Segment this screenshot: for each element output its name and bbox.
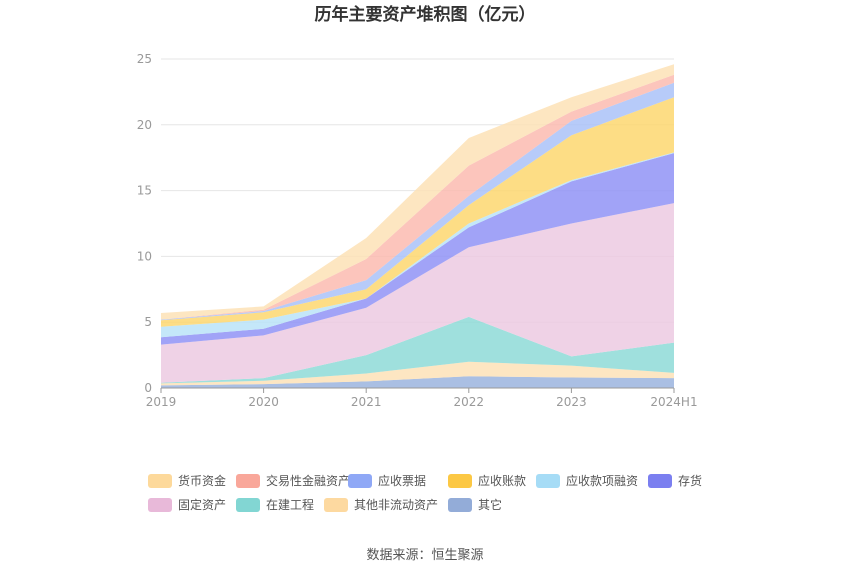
area-series-3: [161, 203, 674, 383]
legend-swatch: [236, 498, 260, 512]
area-series-6: [161, 97, 674, 327]
y-tick-label: 25: [137, 52, 152, 66]
axes: 0 5 10 15 20 25 2019 2020 2021 2022 2023 2024H1: [137, 52, 698, 409]
legend-swatch: [324, 498, 348, 512]
legend-label: 固定资产: [178, 497, 226, 512]
y-tick-label: 5: [144, 315, 152, 329]
legend-swatch: [348, 474, 372, 488]
legend-label: 应收票据: [378, 473, 426, 488]
area-series-4: [161, 153, 674, 345]
area-series-2: [161, 316, 674, 384]
x-tick-label: 2023: [556, 395, 587, 409]
area-series-1: [161, 361, 674, 386]
legend-swatch: [448, 498, 472, 512]
x-tick-label: 2022: [454, 395, 485, 409]
legend-item[interactable]: 应收款项融资: [536, 473, 638, 488]
x-tick-label: 2021: [351, 395, 382, 409]
y-tick-label: 10: [137, 249, 152, 263]
legend-label: 交易性金融资产: [266, 473, 350, 488]
legend-item[interactable]: 交易性金融资产: [236, 473, 350, 488]
legend-item[interactable]: 固定资产: [148, 497, 226, 512]
area-series-9: [161, 64, 674, 320]
source-note: 数据来源：恒生聚源: [366, 548, 483, 563]
y-tick-label: 0: [144, 381, 152, 395]
legend-label: 应收款项融资: [566, 473, 638, 488]
legend-item[interactable]: 应收账款: [448, 473, 526, 488]
area-series-0: [161, 376, 674, 388]
y-tick-label: 15: [137, 184, 152, 198]
legend-item[interactable]: 应收票据: [348, 473, 426, 488]
legend-swatch: [536, 474, 560, 488]
legend-label: 在建工程: [266, 497, 314, 512]
legend-swatch: [148, 474, 172, 488]
legend-label: 货币资金: [178, 473, 226, 488]
legend-swatch: [648, 474, 672, 488]
legend-item[interactable]: 其它: [448, 497, 502, 512]
legend-label: 应收账款: [478, 473, 526, 488]
area-series-7: [161, 82, 674, 321]
y-tick-label: 20: [137, 118, 152, 132]
legend-label: 其他非流动资产: [354, 498, 438, 512]
x-tick-label: 2024H1: [650, 395, 697, 409]
x-tick-label: 2020: [248, 395, 279, 409]
stacked-areas: [161, 64, 674, 388]
legend-swatch: [448, 474, 472, 488]
legend-label: 存货: [678, 473, 702, 488]
legend-item[interactable]: 存货: [648, 473, 702, 488]
legend-item[interactable]: 在建工程: [236, 497, 314, 512]
legend-swatch: [148, 498, 172, 512]
area-series-8: [161, 74, 674, 320]
legend-item[interactable]: 其他非流动资产: [324, 498, 438, 512]
legend-label: 其它: [478, 497, 502, 512]
legend-item[interactable]: 货币资金: [148, 473, 226, 488]
x-tick-label: 2019: [146, 395, 177, 409]
legend-swatch: [236, 474, 260, 488]
chart-title: 历年主要资产堆积图（亿元）: [315, 4, 536, 25]
